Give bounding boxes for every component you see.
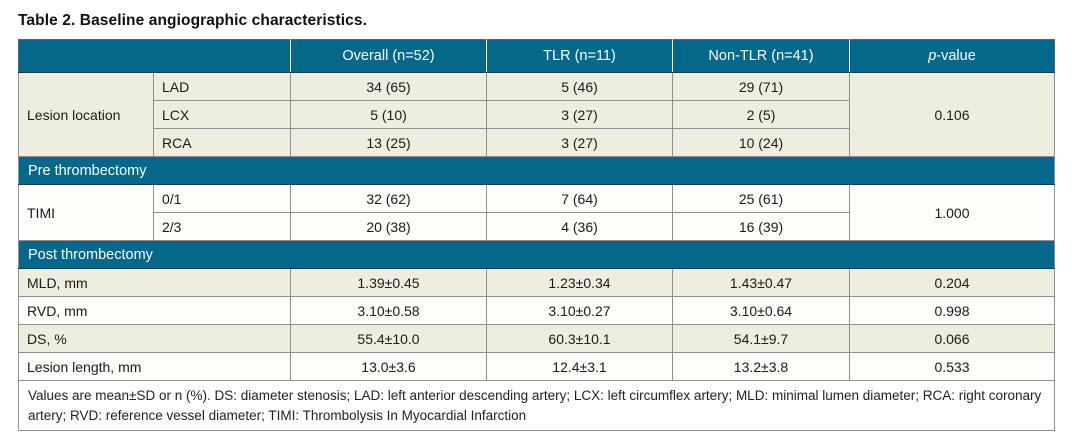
row-label-lad: LAD xyxy=(153,72,291,101)
rvd-overall: 3.10±0.58 xyxy=(290,296,487,325)
table-title: Table 2. Baseline angiographic character… xyxy=(18,12,367,29)
table-row-ds: DS, % 55.4±10.0 60.3±10.1 54.1±9.7 0.066 xyxy=(18,324,1055,353)
rca-overall: 13 (25) xyxy=(290,128,487,157)
lesion-location-label: Lesion location xyxy=(18,72,154,157)
row-label-timi-01: 0/1 xyxy=(153,184,291,213)
table-row-timi-01: TIMI 0/1 32 (62) 7 (64) 25 (61) 1.000 xyxy=(18,184,1055,241)
rvd-label: RVD, mm xyxy=(18,296,291,325)
lesion-length-overall: 13.0±3.6 xyxy=(290,352,487,381)
ds-label: DS, % xyxy=(18,324,291,353)
lad-overall: 34 (65) xyxy=(290,72,487,101)
timi-23-tlr: 4 (36) xyxy=(486,212,673,241)
timi-23-overall: 20 (38) xyxy=(290,212,487,241)
ds-p-value: 0.066 xyxy=(849,324,1055,353)
lcx-tlr: 3 (27) xyxy=(486,100,673,129)
section-post-thrombectomy: Post thrombectomy xyxy=(18,240,1055,269)
mld-non-tlr: 1.43±0.47 xyxy=(672,268,850,297)
lesion-length-label: Lesion length, mm xyxy=(18,352,291,381)
table-row-lcx: LCX 5 (10) 3 (27) 2 (5) xyxy=(19,100,1055,129)
lcx-non-tlr: 2 (5) xyxy=(672,100,850,129)
mld-tlr: 1.23±0.34 xyxy=(486,268,673,297)
p-value-rest: -value xyxy=(936,48,976,64)
ds-tlr: 60.3±10.1 xyxy=(486,324,673,353)
table-row-lad: Lesion location LAD 34 (65) 5 (46) 29 (7… xyxy=(18,72,1055,157)
table-row-mld: MLD, mm 1.39±0.45 1.23±0.34 1.43±0.47 0.… xyxy=(18,268,1055,297)
lesion-length-tlr: 12.4±3.1 xyxy=(486,352,673,381)
timi-23-non-tlr: 16 (39) xyxy=(672,212,850,241)
table-row-rvd: RVD, mm 3.10±0.58 3.10±0.27 3.10±0.64 0.… xyxy=(18,296,1055,325)
section-pre-thrombectomy-label: Pre thrombectomy xyxy=(18,156,1055,185)
table-footnote: Values are mean±SD or n (%). DS: diamete… xyxy=(18,379,1055,432)
rca-tlr: 3 (27) xyxy=(486,128,673,157)
lcx-overall: 5 (10) xyxy=(290,100,487,129)
section-post-thrombectomy-label: Post thrombectomy xyxy=(18,240,1055,269)
timi-label: TIMI xyxy=(18,184,154,241)
p-value-italic-p: p xyxy=(928,48,937,64)
mld-p-value: 0.204 xyxy=(849,268,1055,297)
row-label-rca: RCA xyxy=(153,128,291,157)
lesion-length-non-tlr: 13.2±3.8 xyxy=(672,352,850,381)
table-footnote-row: Values are mean±SD or n (%). DS: diamete… xyxy=(18,379,1055,432)
timi-01-tlr: 7 (64) xyxy=(486,184,673,213)
timi-01-overall: 32 (62) xyxy=(290,184,487,213)
header-empty-cell xyxy=(18,39,291,73)
lesion-location-p-value: 0.106 xyxy=(849,72,1055,157)
rvd-tlr: 3.10±0.27 xyxy=(486,296,673,325)
lad-tlr: 5 (46) xyxy=(486,72,673,101)
table-header-row: Overall (n=52) TLR (n=11) Non-TLR (n=41)… xyxy=(18,39,1055,73)
mld-label: MLD, mm xyxy=(18,268,291,297)
header-non-tlr: Non-TLR (n=41) xyxy=(672,39,850,73)
timi-01-non-tlr: 25 (61) xyxy=(672,184,850,213)
row-label-timi-23: 2/3 xyxy=(153,212,291,241)
header-p-value: p-value xyxy=(849,39,1055,73)
timi-p-value: 1.000 xyxy=(849,184,1055,241)
header-overall: Overall (n=52) xyxy=(290,39,487,73)
lesion-length-p-value: 0.533 xyxy=(849,352,1055,381)
row-label-lcx: LCX xyxy=(153,100,291,129)
mld-overall: 1.39±0.45 xyxy=(290,268,487,297)
angiographic-characteristics-table: Overall (n=52) TLR (n=11) Non-TLR (n=41)… xyxy=(18,39,1055,432)
table-row-lesion-length: Lesion length, mm 13.0±3.6 12.4±3.1 13.2… xyxy=(18,352,1055,381)
rvd-p-value: 0.998 xyxy=(849,296,1055,325)
rvd-non-tlr: 3.10±0.64 xyxy=(672,296,850,325)
table-row-rca: RCA 13 (25) 3 (27) 10 (24) xyxy=(19,128,1055,157)
ds-non-tlr: 54.1±9.7 xyxy=(672,324,850,353)
rca-non-tlr: 10 (24) xyxy=(672,128,850,157)
lad-non-tlr: 29 (71) xyxy=(672,72,850,101)
ds-overall: 55.4±10.0 xyxy=(290,324,487,353)
header-tlr: TLR (n=11) xyxy=(486,39,673,73)
section-pre-thrombectomy: Pre thrombectomy xyxy=(18,156,1055,185)
